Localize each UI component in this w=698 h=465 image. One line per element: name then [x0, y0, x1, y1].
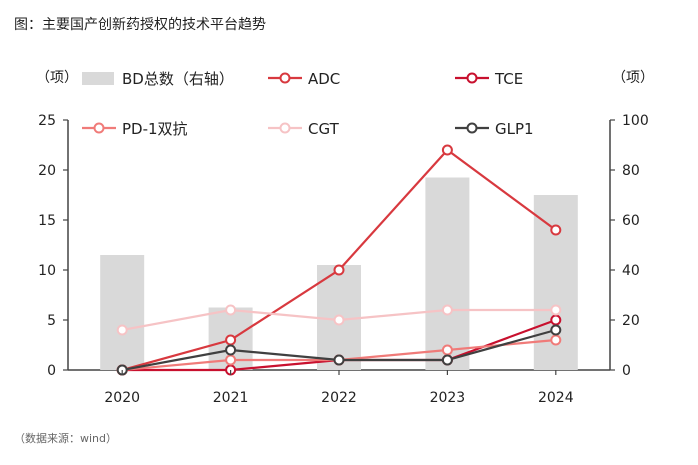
- figure-title: 图：主要国产创新药授权的技术平台趋势: [14, 17, 266, 33]
- point-cgt-2020: [116, 324, 128, 336]
- point-glp1-2022: [333, 354, 345, 366]
- left-tick-label: 25: [38, 113, 56, 129]
- legend-swatch-marker: [466, 72, 478, 84]
- left-axis-unit: （项）: [36, 70, 78, 86]
- point-adc-2021: [225, 334, 237, 346]
- right-tick-label: 20: [622, 313, 640, 329]
- bar-bd-total-2020: [100, 255, 145, 370]
- point-adc-2024: [550, 224, 562, 236]
- legend-swatch-marker: [93, 122, 105, 134]
- legend-label: GLP1: [495, 120, 534, 138]
- left-tick-label: 20: [38, 163, 56, 179]
- point-glp1-2021: [225, 344, 237, 356]
- x-tick-label: 2021: [213, 390, 249, 406]
- right-tick-label: 60: [622, 213, 640, 229]
- legend-label: TCE: [494, 70, 523, 88]
- legend-label: ADC: [308, 70, 340, 88]
- legend-swatch-marker: [279, 122, 291, 134]
- legend-label: PD-1双抗: [122, 120, 188, 138]
- point-glp1-2023: [441, 354, 453, 366]
- right-tick-label: 40: [622, 263, 640, 279]
- line-series: [116, 144, 562, 376]
- point-cgt-2024: [550, 304, 562, 316]
- chart-legend: BD总数（右轴） ADC TCE PD-1双抗 CGT GLP1: [82, 70, 534, 138]
- point-cgt-2023: [441, 304, 453, 316]
- left-tick-label: 15: [38, 213, 56, 229]
- point-tce-2024: [550, 314, 562, 326]
- point-pd-1--2023: [441, 344, 453, 356]
- legend-swatch-marker: [279, 72, 291, 84]
- figure-source: （数据来源：wind）: [14, 432, 118, 445]
- x-tick-label: 2023: [430, 390, 466, 406]
- axis-ticks: 0 5 10 15 20 25 0 20 40 60 80 100 2020 2021 2022 2023 20…: [38, 113, 649, 406]
- x-tick-label: 2022: [321, 390, 357, 406]
- legend-label: BD总数（右轴）: [122, 70, 234, 88]
- right-tick-label: 0: [622, 363, 631, 379]
- x-tick-label: 2024: [538, 390, 574, 406]
- left-tick-label: 0: [47, 363, 56, 379]
- point-adc-2023: [441, 144, 453, 156]
- right-tick-label: 100: [622, 113, 649, 129]
- point-cgt-2022: [333, 314, 345, 326]
- legend-swatch-bar: [82, 72, 114, 85]
- bar-bd-total-2023: [425, 177, 470, 370]
- point-cgt-2021: [225, 304, 237, 316]
- right-tick-label: 80: [622, 163, 640, 179]
- x-tick-label: 2020: [104, 390, 140, 406]
- legend-label: CGT: [308, 120, 340, 138]
- point-pd-1--2021: [225, 354, 237, 366]
- point-pd-1--2024: [550, 334, 562, 346]
- left-tick-label: 10: [38, 263, 56, 279]
- right-axis-unit: （项）: [612, 70, 654, 86]
- legend-swatch-marker: [466, 122, 478, 134]
- point-adc-2022: [333, 264, 345, 276]
- point-glp1-2024: [550, 324, 562, 336]
- left-tick-label: 5: [47, 313, 56, 329]
